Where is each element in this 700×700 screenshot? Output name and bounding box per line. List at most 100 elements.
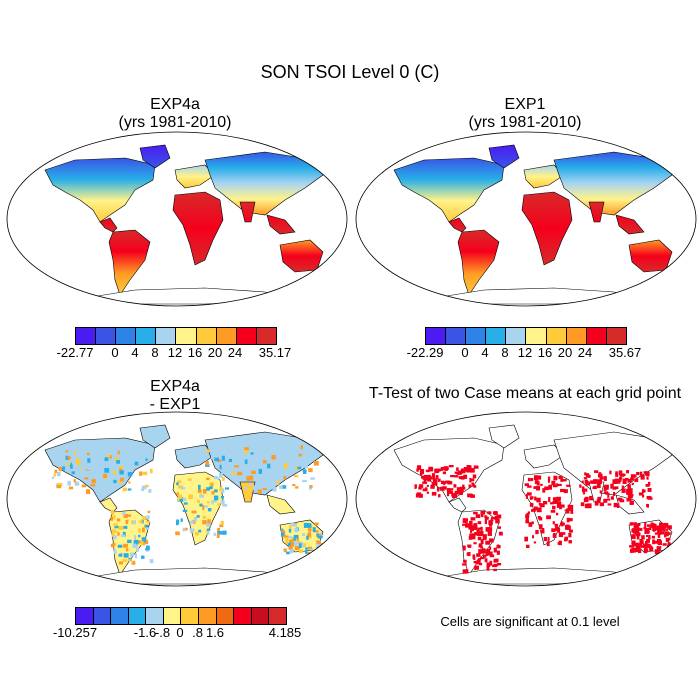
grid-cell (646, 504, 650, 508)
grid-cell (85, 489, 91, 495)
colorbar-tick-label: 8 (501, 345, 509, 360)
grid-cell (133, 539, 139, 545)
grid-cell (113, 523, 118, 527)
colorbar-swatch (566, 328, 587, 344)
grid-cell (488, 520, 493, 525)
grid-cell (638, 549, 642, 552)
grid-cell (179, 497, 184, 502)
grid-cell (487, 527, 493, 532)
grid-cell (183, 502, 188, 505)
grid-cell (478, 562, 483, 566)
grid-cell (475, 514, 481, 519)
grid-cell (56, 471, 61, 477)
grid-cell (564, 536, 569, 541)
grid-cell (640, 474, 645, 480)
grid-cell (104, 468, 110, 473)
grid-cell (127, 488, 132, 491)
grid-cell (631, 522, 636, 525)
grid-cell (293, 534, 299, 539)
grid-cell (525, 517, 529, 521)
continent-greenland (488, 144, 520, 169)
grid-cell (79, 467, 83, 471)
grid-cell (113, 479, 117, 484)
grid-cell (199, 494, 205, 498)
grid-cell (147, 510, 151, 514)
grid-cell (288, 525, 292, 530)
grid-cell (141, 488, 145, 492)
grid-cell (463, 467, 468, 472)
grid-cell (626, 470, 629, 474)
grid-cell (559, 532, 563, 538)
grid-cell (456, 491, 460, 495)
grid-cell (182, 509, 188, 513)
grid-cell (283, 466, 288, 469)
grid-cell (626, 490, 630, 495)
grid-cell (662, 543, 667, 546)
continent-central-america (448, 497, 467, 513)
grid-cell (486, 565, 490, 571)
grid-cell (318, 547, 322, 551)
grid-cell (657, 534, 661, 538)
colorbar-swatch (586, 328, 607, 344)
grid-cell (303, 543, 306, 547)
continent-south-america (457, 229, 500, 296)
grid-cell (180, 518, 183, 522)
continent-africa (172, 191, 224, 266)
grid-cell (127, 472, 133, 477)
grid-cell (473, 561, 476, 564)
grid-cell (90, 484, 96, 487)
grid-cell (567, 508, 572, 511)
grid-cell (533, 475, 539, 481)
grid-cell (470, 528, 473, 534)
colorbar-tick-label: -10.257 (52, 625, 98, 640)
grid-cell (568, 518, 573, 522)
grid-cell (113, 530, 119, 533)
continent-antarctica (433, 287, 645, 305)
grid-cell (425, 469, 430, 473)
grid-cell (614, 486, 619, 490)
grid-cell (486, 548, 491, 554)
grid-cell (307, 528, 312, 532)
continent-africa (521, 191, 573, 266)
grid-cell (138, 527, 141, 533)
grid-cell (67, 456, 71, 460)
grid-cell (127, 539, 132, 544)
grid-cell (612, 491, 616, 496)
grid-cell (535, 485, 541, 491)
grid-cell (475, 565, 479, 570)
grid-cell (250, 452, 254, 455)
grid-cell (627, 478, 632, 483)
grid-cell (495, 518, 499, 522)
grid-cell (531, 535, 535, 539)
colorbar-tick-label: 35.67 (608, 345, 642, 360)
grid-cell (478, 549, 483, 554)
grid-cell (641, 489, 645, 493)
grid-cell (477, 527, 483, 530)
map-exp4a (6, 131, 348, 307)
grid-cell (279, 485, 283, 490)
grid-cell (122, 559, 127, 562)
grid-cell (75, 458, 79, 461)
grid-cell (470, 493, 473, 498)
grid-cell (122, 512, 126, 515)
grid-cell (584, 472, 587, 476)
grid-cell (473, 511, 478, 515)
grid-cell (538, 502, 542, 506)
grid-cell (146, 515, 150, 520)
grid-cell (219, 449, 223, 454)
grid-cell (646, 476, 649, 480)
grid-cell (450, 475, 455, 478)
grid-cell (448, 465, 454, 468)
colorbar-tick-label: -22.29 (406, 345, 444, 360)
grid-cell (469, 468, 475, 473)
grid-cell (136, 547, 139, 552)
grid-cell (118, 468, 123, 471)
grid-cell (648, 534, 651, 540)
grid-cell (128, 481, 131, 484)
grid-cell (480, 556, 485, 560)
grid-cell (213, 475, 218, 480)
grid-cell (552, 521, 555, 525)
grid-cell (182, 527, 186, 532)
grid-cell (597, 473, 603, 478)
grid-cell (68, 486, 74, 490)
